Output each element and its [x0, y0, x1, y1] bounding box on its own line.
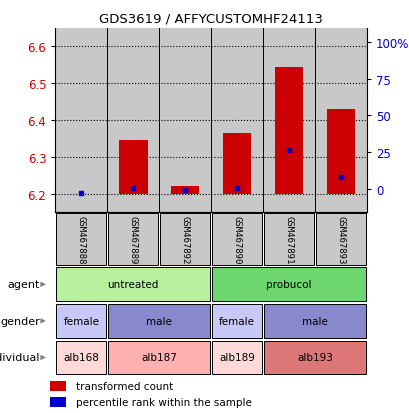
- Bar: [108, 214, 158, 265]
- Text: percentile rank within the sample: percentile rank within the sample: [76, 397, 251, 407]
- Text: probucol: probucol: [266, 280, 311, 290]
- Text: GSM467889: GSM467889: [128, 216, 137, 263]
- Bar: [160, 214, 209, 265]
- Bar: [212, 304, 261, 338]
- Title: GDS3619 / AFFYCUSTOMHF24113: GDS3619 / AFFYCUSTOMHF24113: [99, 12, 322, 25]
- Bar: [108, 341, 209, 374]
- Bar: [263, 214, 313, 265]
- Bar: [171, 186, 199, 195]
- Bar: [55, 29, 107, 213]
- Bar: [50, 397, 66, 407]
- Text: gender: gender: [0, 316, 40, 326]
- Bar: [50, 381, 66, 391]
- Bar: [159, 29, 211, 213]
- Bar: [56, 341, 106, 374]
- Bar: [211, 29, 263, 213]
- Bar: [56, 304, 106, 338]
- Bar: [274, 67, 303, 195]
- Bar: [263, 29, 314, 213]
- Text: untreated: untreated: [107, 280, 159, 290]
- Text: GSM467892: GSM467892: [180, 216, 189, 263]
- Bar: [263, 304, 365, 338]
- Bar: [212, 341, 261, 374]
- Text: female: female: [63, 316, 99, 326]
- Text: individual: individual: [0, 353, 40, 363]
- Bar: [107, 29, 159, 213]
- Text: female: female: [218, 316, 254, 326]
- Bar: [119, 141, 147, 195]
- Bar: [263, 341, 365, 374]
- Text: agent: agent: [7, 280, 40, 290]
- Bar: [56, 268, 209, 301]
- Text: transformed count: transformed count: [76, 381, 173, 391]
- Text: GSM467891: GSM467891: [284, 216, 293, 263]
- Bar: [108, 304, 209, 338]
- Bar: [212, 268, 365, 301]
- Text: GSM467890: GSM467890: [232, 216, 241, 263]
- Text: alb189: alb189: [219, 353, 254, 363]
- Bar: [212, 214, 261, 265]
- Bar: [56, 214, 106, 265]
- Text: male: male: [146, 316, 172, 326]
- Text: alb193: alb193: [297, 353, 332, 363]
- Bar: [314, 29, 366, 213]
- Text: alb187: alb187: [141, 353, 177, 363]
- Bar: [326, 110, 354, 195]
- Bar: [315, 214, 365, 265]
- Bar: [222, 134, 251, 195]
- Text: GSM467888: GSM467888: [76, 216, 85, 263]
- Text: male: male: [301, 316, 327, 326]
- Text: alb168: alb168: [63, 353, 99, 363]
- Text: GSM467893: GSM467893: [336, 216, 345, 263]
